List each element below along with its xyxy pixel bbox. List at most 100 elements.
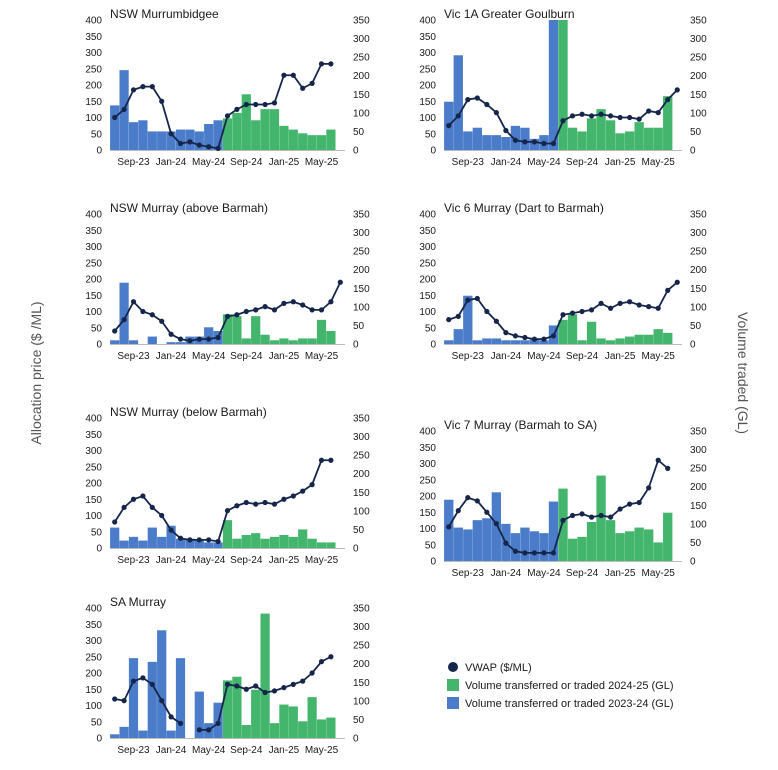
volume-tick-label: 200	[690, 71, 707, 82]
vwap-point	[224, 113, 231, 119]
volume-bar	[558, 319, 568, 344]
vwap-point	[243, 499, 249, 506]
vwap-point	[168, 331, 174, 337]
volume-bar	[269, 109, 280, 150]
vwap-point	[617, 114, 623, 121]
volume-bar	[326, 331, 336, 344]
volume-tick-label: 350	[690, 210, 707, 221]
vwap-point	[484, 308, 490, 315]
volume-tick-label: 0	[690, 146, 696, 157]
x-tick-label: May-24	[192, 555, 226, 566]
volume-bar	[269, 536, 280, 548]
volume-bar	[194, 540, 204, 548]
volume-bar	[577, 131, 587, 150]
vwap-point	[588, 514, 595, 520]
volume-tick-label: 350	[353, 16, 370, 27]
price-tick-label: 100	[419, 113, 436, 124]
price-tick-label: 150	[85, 291, 102, 302]
vwap-point	[579, 308, 585, 315]
volume-bar	[567, 538, 578, 561]
volume-tick-label: 50	[690, 538, 702, 549]
volume-bar	[288, 536, 298, 548]
vwap-point	[215, 145, 221, 151]
volume-bar	[520, 527, 530, 561]
vwap-point	[121, 504, 127, 510]
volume-bar	[157, 131, 167, 150]
vwap-point	[177, 720, 184, 726]
legend-green-swatch	[447, 679, 459, 691]
vwap-point	[243, 686, 249, 692]
vwap-point	[465, 97, 471, 103]
volume-bar	[453, 329, 463, 344]
volume-bar	[482, 518, 492, 561]
volume-tick-label: 250	[690, 53, 707, 64]
chart-panel: NSW Murray (below Barmah) 0 50 100 150 200 250…	[85, 405, 370, 566]
volume-tick-label: 100	[690, 519, 707, 530]
vwap-point	[300, 85, 306, 91]
volume-tick-label: 200	[690, 482, 707, 493]
volume-bar	[501, 340, 511, 344]
volume-tick-label: 200	[353, 71, 370, 82]
volume-bar	[232, 112, 242, 150]
price-tick-label: 400	[419, 16, 436, 27]
x-tick-label: Sep-24	[230, 745, 263, 756]
volume-bar	[307, 135, 317, 150]
volume-tick-label: 0	[353, 340, 359, 351]
volume-bar	[166, 131, 176, 150]
volume-bar	[147, 336, 157, 344]
price-tick-label: 400	[85, 414, 102, 425]
x-tick-label: Jan-25	[605, 351, 636, 362]
vwap-point	[484, 101, 490, 108]
vwap-point	[159, 698, 165, 704]
x-tick-label: Jan-25	[605, 568, 636, 579]
vwap-point	[493, 521, 499, 527]
vwap-point	[224, 681, 231, 687]
volume-bar	[491, 492, 502, 561]
price-tick-label: 350	[85, 226, 102, 237]
volume-bar	[316, 719, 327, 738]
legend-blue-label: Volume transferred or traded 2023-24 (GL…	[465, 698, 674, 710]
vwap-point	[159, 98, 165, 104]
vwap-point	[328, 457, 334, 463]
x-tick-label: Jan-24	[156, 555, 187, 566]
volume-tick-label: 300	[690, 34, 707, 45]
vwap-point	[140, 84, 146, 90]
volume-bar	[298, 721, 308, 738]
vwap-point	[627, 114, 633, 121]
volume-bar	[241, 94, 251, 150]
volume-bar	[119, 726, 129, 738]
vwap-point	[474, 95, 480, 101]
price-tick-label: 250	[419, 475, 436, 486]
vwap-point	[646, 485, 652, 491]
volume-bar	[615, 338, 625, 344]
vwap-point	[243, 308, 249, 315]
legend-green-label: Volume transferred or traded 2024-25 (GL…	[465, 680, 674, 692]
volume-bar	[251, 533, 261, 548]
price-tick-label: 100	[85, 701, 102, 712]
price-tick-label: 350	[419, 443, 436, 454]
vwap-point	[206, 537, 212, 543]
x-tick-label: Sep-24	[566, 157, 599, 168]
price-tick-label: 200	[85, 669, 102, 680]
chart-panel: SA Murray 0 50 100 150 200 250 300 350 400 0 50 100 1…	[85, 595, 370, 756]
volume-bar	[204, 542, 214, 548]
volume-tick-label: 250	[690, 247, 707, 258]
vwap-point	[177, 336, 184, 342]
price-tick-label: 300	[85, 242, 102, 253]
volume-bar	[326, 542, 336, 548]
volume-tick-label: 150	[353, 284, 370, 295]
x-tick-label: May-24	[527, 157, 561, 168]
volume-tick-label: 50	[690, 321, 702, 332]
legend-vwap-label: VWAP ($/ML)	[465, 662, 532, 674]
vwap-point	[224, 313, 231, 319]
vwap-point	[177, 535, 184, 541]
volume-tick-label: 300	[353, 432, 370, 443]
vwap-point	[474, 295, 480, 302]
right-axis-title: Volume traded (GL)	[735, 311, 751, 435]
volume-bar	[175, 342, 186, 344]
volume-bar	[586, 321, 597, 344]
x-tick-label: May-25	[642, 568, 676, 579]
chart-title: NSW Murray (below Barmah)	[110, 405, 267, 419]
x-tick-label: Jan-25	[605, 157, 636, 168]
vwap-point	[579, 511, 585, 517]
